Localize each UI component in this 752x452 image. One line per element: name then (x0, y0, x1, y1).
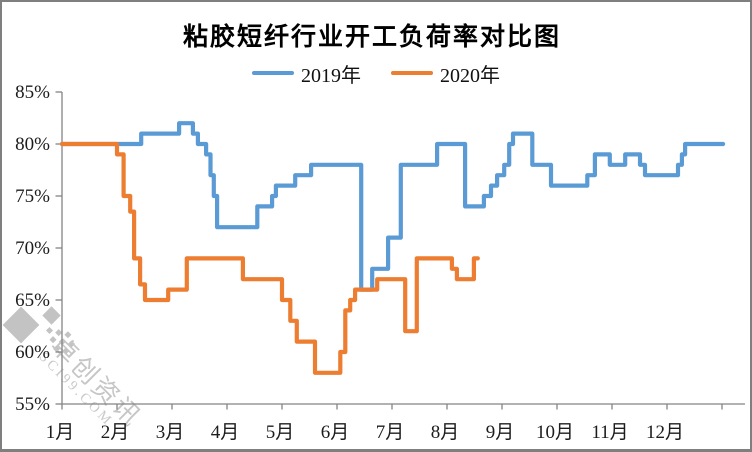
x-axis-label: 5月 (266, 422, 295, 443)
x-axis-label: 6月 (321, 422, 350, 443)
y-axis-label: 70% (15, 238, 50, 259)
series-line-2020年 (59, 141, 480, 375)
chart-legend: 2019年 2020年 (0, 59, 752, 87)
x-axis-label: 11月 (591, 422, 628, 443)
axis-lines (61, 92, 745, 405)
x-axis-label: 1月 (46, 422, 75, 443)
x-axis-label: 12月 (646, 422, 684, 443)
x-axis-label: 10月 (536, 422, 574, 443)
x-axis-label: 8月 (431, 422, 460, 443)
legend-line-swatch-2019 (252, 70, 294, 76)
y-axis-label: 80% (15, 134, 50, 155)
y-axis-label: 65% (15, 290, 50, 311)
y-axis-label: 55% (15, 394, 50, 415)
chart-title: 粘胶短纤行业开工负荷率对比图 (182, 24, 561, 51)
legend-label-2020: 2020年 (440, 64, 500, 87)
legend-line-swatch-2020 (391, 70, 433, 76)
legend-item-2019: 2019年 (252, 59, 361, 88)
legend-item-2020: 2020年 (391, 59, 500, 88)
x-axis-label: 7月 (376, 422, 405, 443)
x-axis-label: 2月 (101, 422, 130, 443)
y-axis-label: 75% (15, 186, 50, 207)
legend-label-2019: 2019年 (301, 64, 361, 87)
y-axis-label: 85% (15, 82, 50, 103)
x-axis-label: 4月 (211, 422, 240, 443)
y-axis-label: 60% (15, 342, 50, 363)
series-line-2019年 (59, 121, 726, 292)
x-axis-label: 9月 (486, 422, 515, 443)
x-axis-label: 3月 (156, 422, 185, 443)
